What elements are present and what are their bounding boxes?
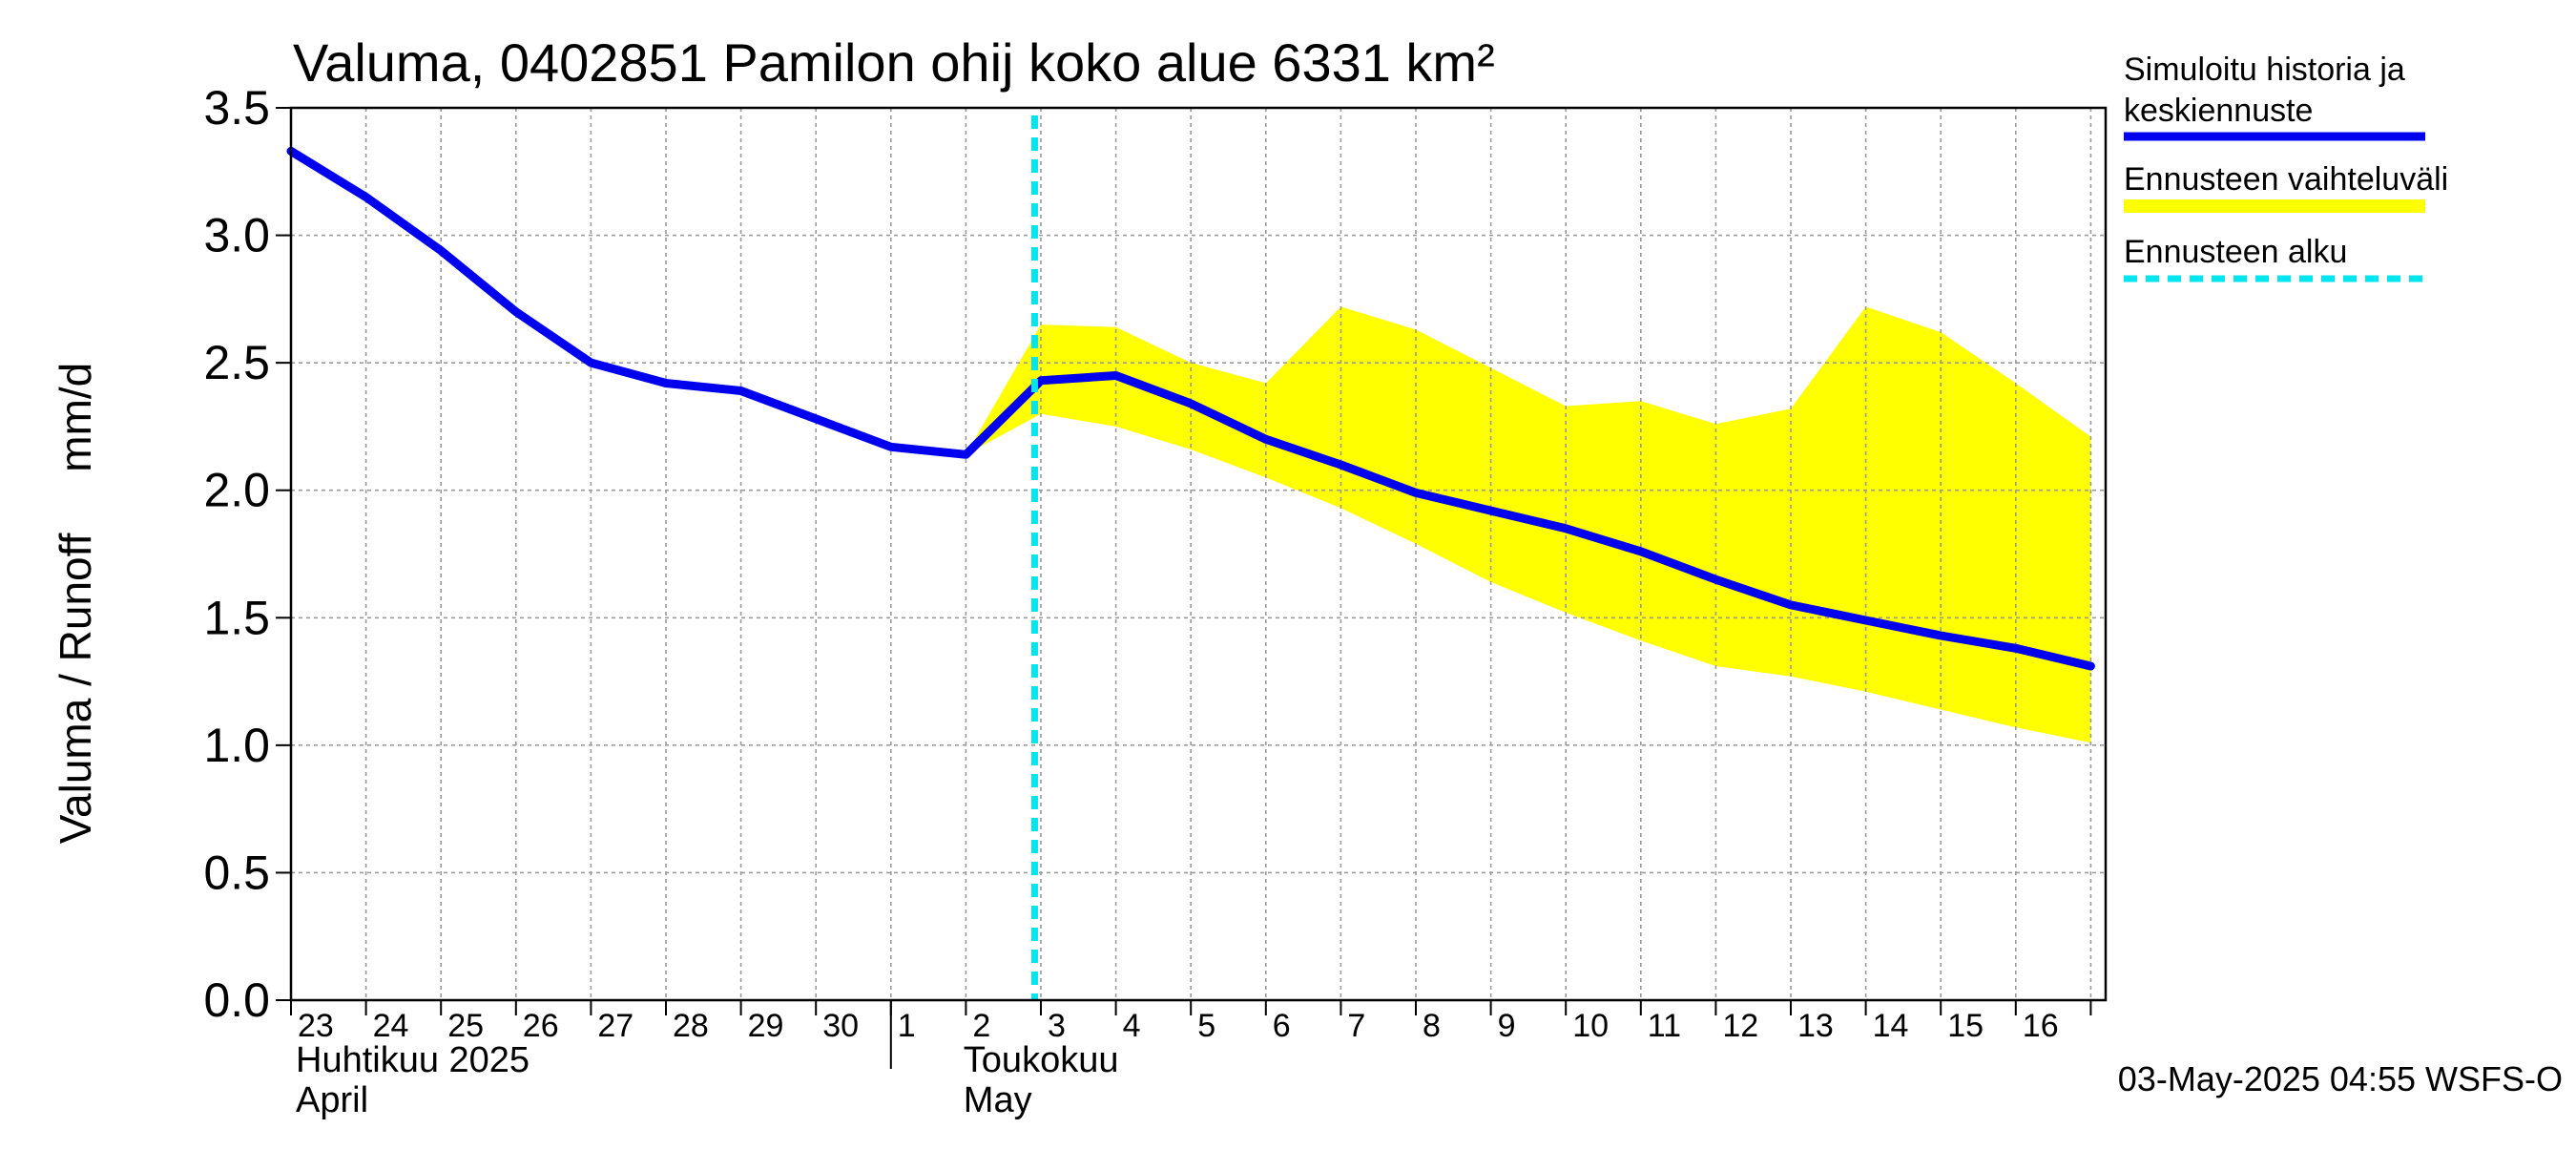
data-point (1338, 462, 1343, 468)
x-day-label: 30 (822, 1008, 859, 1044)
month-label-fi: Huhtikuu 2025 (296, 1040, 530, 1080)
y-tick-label: 0.0 (203, 973, 270, 1027)
legend-label-forecast-start: Ennusteen alku (2124, 234, 2347, 270)
y-tick-label: 2.5 (203, 336, 270, 389)
data-point (1638, 549, 1644, 554)
chart-title: Valuma, 0402851 Pamilon ohij koko alue 6… (293, 32, 1495, 93)
x-day-label: 9 (1498, 1008, 1516, 1044)
data-point (513, 309, 519, 315)
data-point (663, 381, 669, 386)
x-day-label: 10 (1572, 1008, 1609, 1044)
x-day-label: 3 (1048, 1008, 1066, 1044)
data-point (1188, 401, 1194, 407)
x-day-label: 6 (1273, 1008, 1291, 1044)
data-point (1113, 373, 1119, 378)
legend-label-simulated-line2: keskiennuste (2124, 93, 2313, 129)
y-tick-label: 2.0 (203, 464, 270, 517)
month-label-fi: Toukokuu (964, 1040, 1119, 1080)
data-point (364, 195, 369, 199)
x-day-label: 27 (597, 1008, 634, 1044)
data-point (588, 360, 593, 366)
x-day-label: 12 (1722, 1008, 1758, 1044)
x-day-label: 11 (1648, 1008, 1681, 1044)
x-day-label: 24 (373, 1008, 409, 1044)
x-day-label: 4 (1123, 1008, 1141, 1044)
x-day-label: 25 (447, 1008, 484, 1044)
x-day-label: 16 (2023, 1008, 2059, 1044)
y-tick-label: 1.0 (203, 719, 270, 772)
data-point (1713, 576, 1718, 582)
x-day-label: 2 (972, 1008, 990, 1044)
legend-label-range: Ennusteen vaihteluväli (2124, 161, 2448, 198)
data-point (738, 388, 744, 393)
data-point (1863, 617, 1869, 623)
y-tick-label: 0.5 (203, 846, 270, 899)
month-label-en: April (296, 1080, 368, 1120)
data-point (1038, 378, 1044, 384)
data-point (2013, 645, 2019, 651)
y-tick-label: 1.5 (203, 591, 270, 644)
y-tick-label: 3.0 (203, 209, 270, 262)
data-point (2088, 663, 2093, 669)
x-day-label: 28 (673, 1008, 709, 1044)
data-point (963, 451, 968, 457)
x-day-label: 7 (1347, 1008, 1365, 1044)
x-day-label: 13 (1797, 1008, 1834, 1044)
forecast-range-band (966, 306, 2091, 743)
data-point (1788, 602, 1794, 608)
data-point (888, 444, 894, 450)
x-day-label: 26 (523, 1008, 559, 1044)
x-day-label: 14 (1873, 1008, 1909, 1044)
x-day-label: 29 (748, 1008, 784, 1044)
x-day-label: 8 (1423, 1008, 1441, 1044)
data-point (1938, 633, 1943, 638)
data-point (1488, 508, 1494, 513)
month-label-en: May (964, 1080, 1032, 1120)
timestamp-footer: 03-May-2025 04:55 WSFS-O (2118, 1059, 2563, 1098)
data-point (813, 416, 819, 422)
x-day-label: 23 (298, 1008, 334, 1044)
data-point (438, 248, 444, 254)
plot-border (289, 106, 2108, 1002)
y-axis-label: Valuma / Runoff mm/d (51, 363, 100, 845)
y-tick-label: 3.5 (203, 81, 270, 135)
legend-label-simulated: Simuloitu historia ja (2124, 52, 2405, 88)
x-day-label: 1 (898, 1008, 916, 1044)
x-day-label: 15 (1947, 1008, 1984, 1044)
data-point (1563, 526, 1568, 532)
data-point (1413, 490, 1419, 495)
data-point (1263, 436, 1269, 442)
x-day-label: 5 (1197, 1008, 1215, 1044)
